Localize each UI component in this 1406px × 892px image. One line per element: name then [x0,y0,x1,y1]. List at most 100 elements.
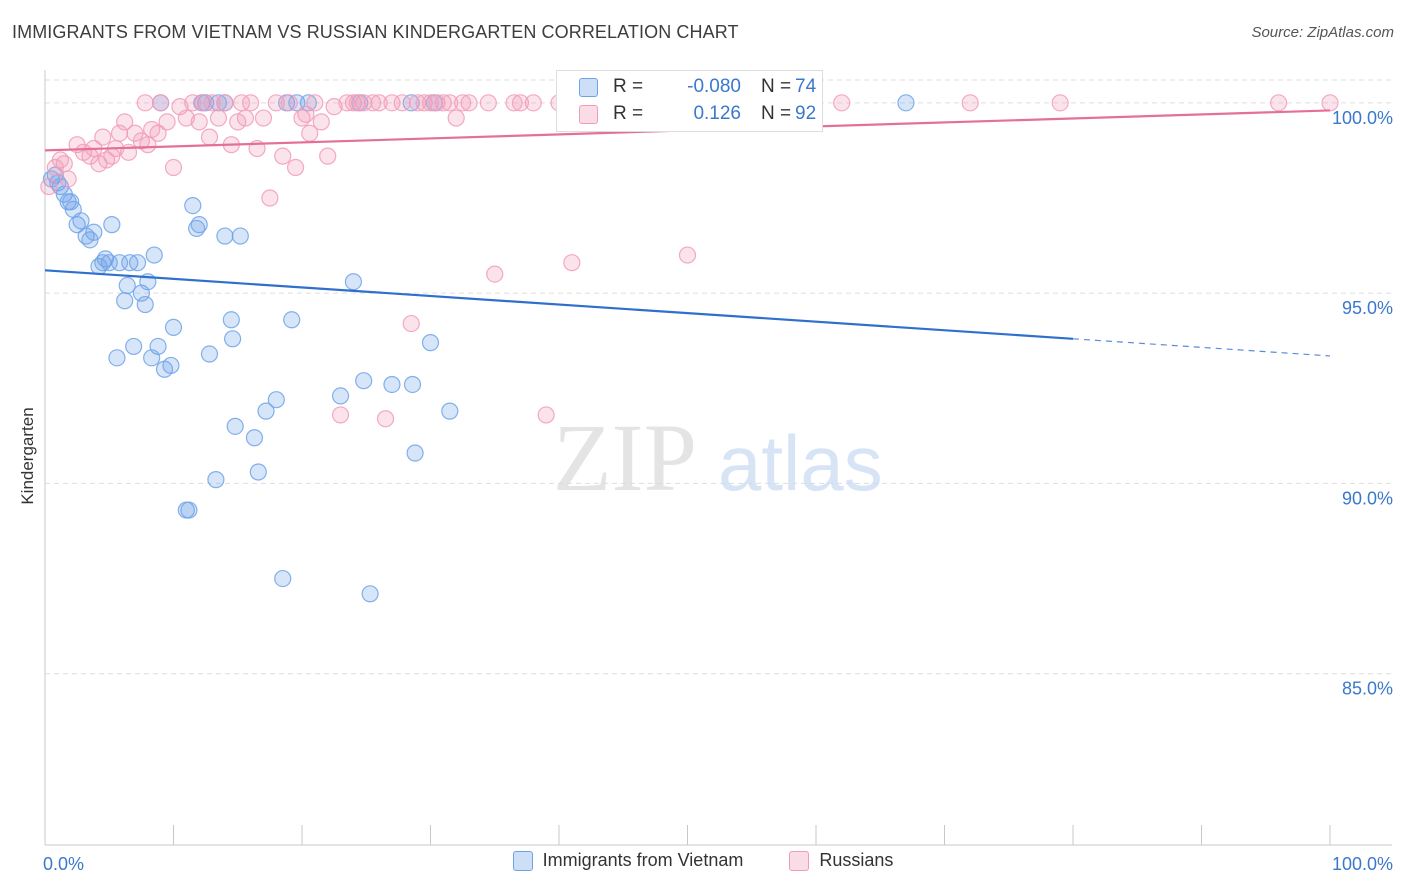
axes: 85.0% 90.0% 95.0% 100.0% 0.0% 100.0% [43,70,1393,874]
russians-point [236,109,255,127]
russians-point [393,94,411,112]
russians-point [454,94,472,112]
russians-point [59,170,77,188]
russians-point [678,246,697,264]
vietnam-trend-line [44,269,1074,340]
russians-point [833,94,851,112]
vietnam-point [190,216,208,234]
y-tick-label: 85.0% [1342,679,1393,699]
russians-point [331,406,350,424]
russians-point [325,98,343,116]
vietnam-point [249,463,267,481]
russians-point [319,147,337,165]
grid-lines [45,79,1392,675]
series-vietnam-points [42,94,915,603]
stats-box: R = -0.080 N = 74 R = 0.126 N = 92 [556,70,823,132]
legend-label-russians: Russians [819,850,894,870]
stats-n-label: N = [761,103,792,124]
legend-label-vietnam: Immigrants from Vietnam [542,850,744,870]
vietnam-point [162,356,180,375]
series-russians-points [40,94,1339,428]
russians-point [415,94,433,112]
data-points [40,94,1339,603]
stats-r-value: 0.126 [693,103,741,124]
vietnam-point [108,349,126,367]
russians-point [297,105,315,123]
x-tick-label: 100.0% [1332,854,1393,874]
vietnam-point [128,254,147,272]
russians-point [55,155,73,173]
stats-swatch-vietnam [579,78,598,97]
x-tick-label: 0.0% [43,854,84,874]
russians-point [312,113,330,131]
vietnam-point [136,295,154,314]
legend-item-russians[interactable]: Russians [789,850,893,871]
vietnam-point [257,402,275,420]
vietnam-point [274,569,292,588]
stats-r-label: R = [613,103,644,124]
russians-point [486,265,504,283]
source-credit: Source: ZipAtlas.com [1251,24,1394,41]
russians-point [164,158,183,177]
vietnam-point [897,94,915,112]
russians-point [116,113,134,131]
vietnam-point [103,216,121,234]
vietnam-point [184,196,202,215]
russians-point [376,410,395,428]
watermark: ZIP atlas [553,404,883,511]
russians-point [242,94,260,112]
russians-point [203,94,221,112]
vietnam-point [267,391,285,409]
vietnam-point [421,334,440,352]
vietnam-point [245,429,264,447]
legend-item-vietnam[interactable]: Immigrants from Vietnam [512,850,744,871]
russians-point [40,177,58,196]
watermark-atlas: atlas [718,419,883,507]
legend-swatch-vietnam [512,850,533,871]
vietnam-point [207,471,225,489]
watermark-zip: ZIP [553,404,697,511]
russians-point [460,94,478,112]
russians-point [421,94,440,112]
russians-point [434,94,452,112]
russians-point [524,94,542,112]
russians-point [190,113,208,131]
vietnam-point [125,337,143,356]
russians-point [280,94,298,112]
russians-point [254,109,273,127]
russians-point [563,254,581,272]
russians-point [402,314,420,333]
vietnam-point [403,375,422,394]
russians-point [136,94,154,112]
russians-point [158,113,176,131]
russians-point [1321,94,1339,112]
vietnam-point [200,345,219,363]
russians-point [441,94,459,112]
vietnam-point [344,273,362,291]
russians-point [274,147,292,165]
russians-point [149,124,167,142]
vietnam-point [145,246,163,264]
vietnam-point [118,276,136,295]
russians-point [177,109,195,127]
vietnam-point [180,501,198,519]
russians-point [364,94,382,112]
russians-point [505,94,523,112]
russians-point [370,94,388,112]
stats-r-label: R = [613,76,644,97]
stats-swatch-russians [579,105,598,124]
y-axis-label: Kindergarten [18,407,37,504]
vietnam-point [226,417,244,435]
russians-point [511,94,530,112]
russians-point [194,94,212,112]
stats-n-value: 92 [795,103,817,124]
russians-point [1269,94,1288,112]
russians-point [94,128,112,146]
russians-point [479,94,497,112]
vietnam-point [222,311,240,329]
russians-point [961,94,979,112]
russians-point [428,94,446,112]
vietnam-point [72,212,90,230]
russians-point [306,94,324,112]
